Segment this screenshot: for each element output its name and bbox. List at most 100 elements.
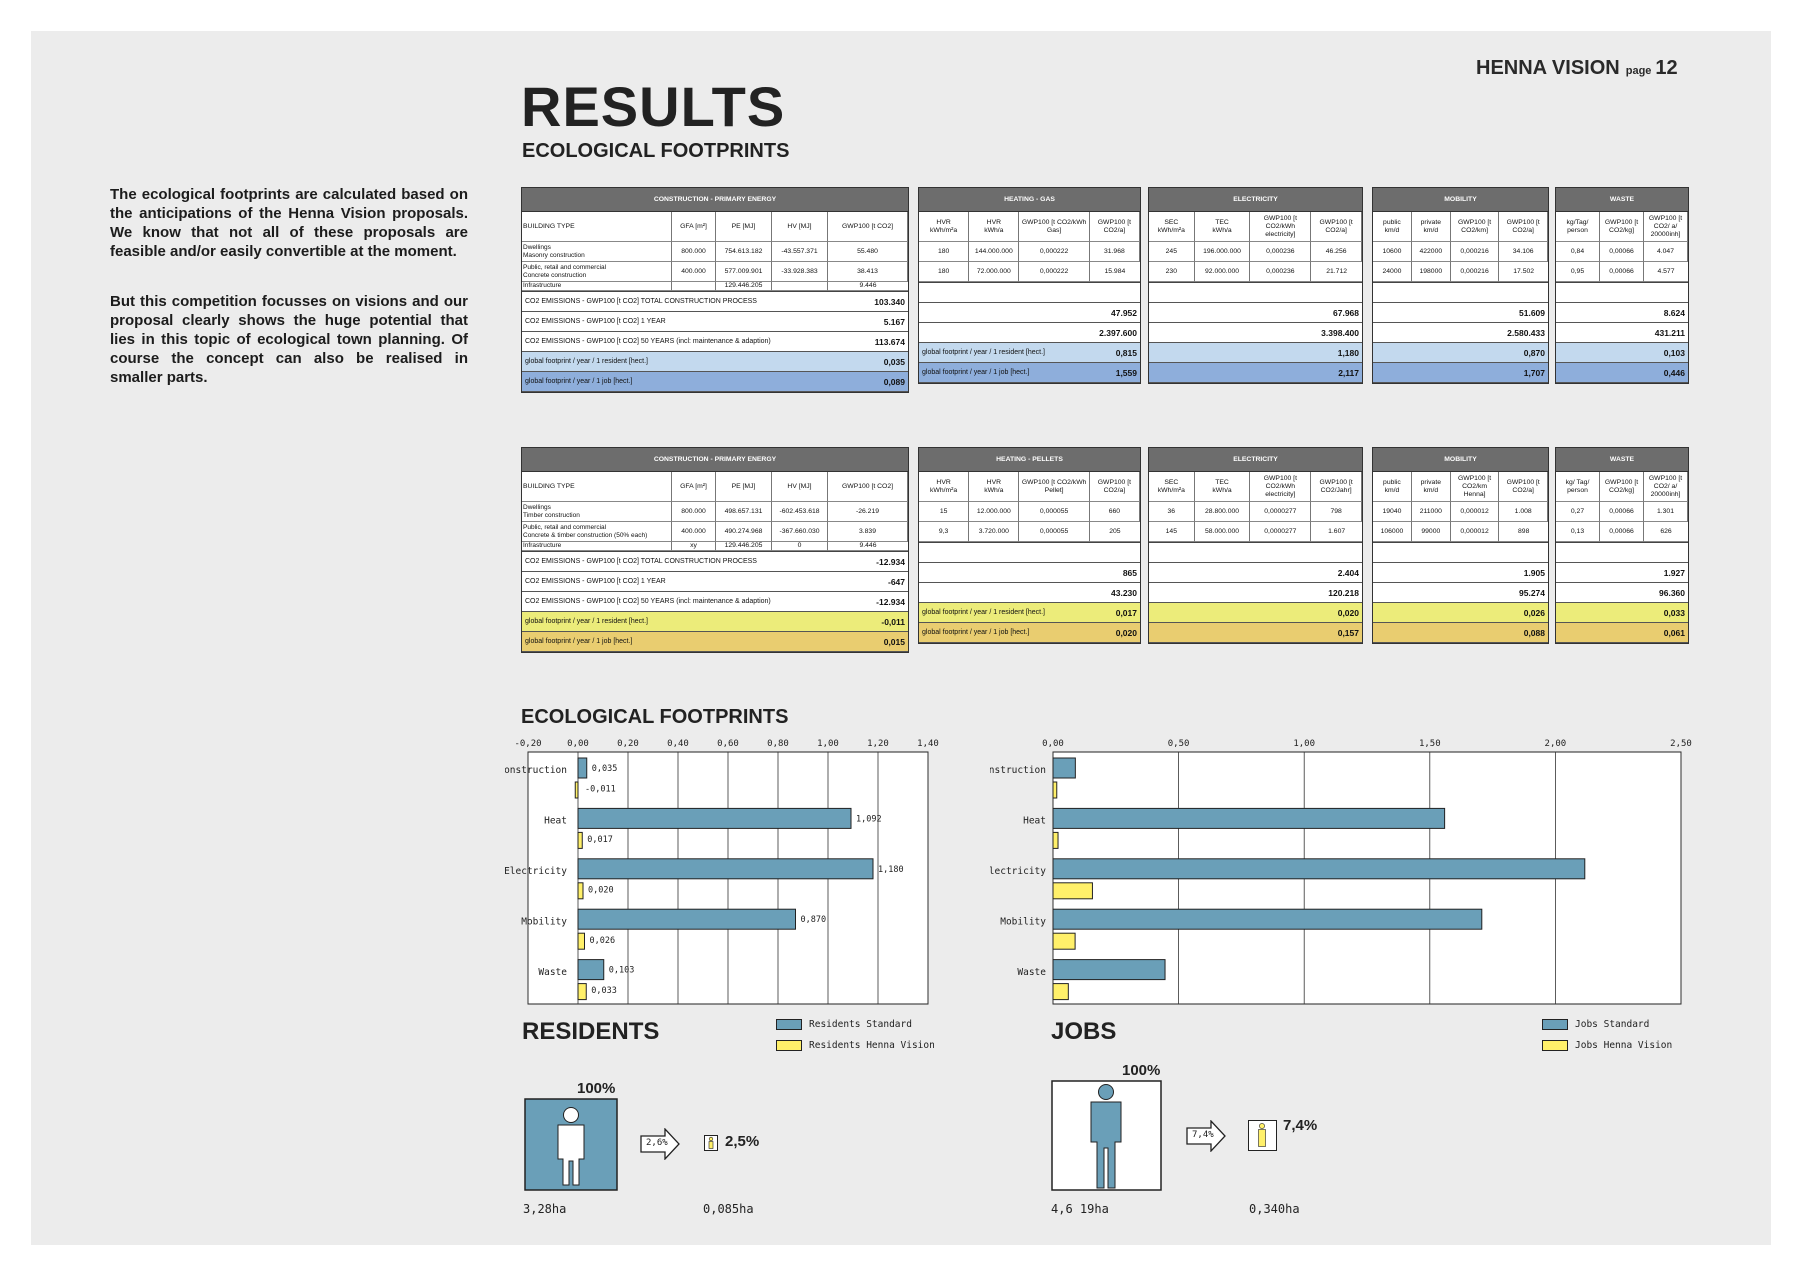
summary-value: 0,020 bbox=[1337, 607, 1359, 618]
table-cell: 28.800.000 bbox=[1194, 502, 1251, 522]
summary-value: 0,020 bbox=[1115, 627, 1137, 638]
table-cell: 245 bbox=[1149, 242, 1195, 262]
summary-row: 120.218 bbox=[1149, 583, 1362, 603]
bar-standard bbox=[1052, 807, 1446, 829]
page-label: page bbox=[1625, 65, 1652, 77]
summary-value: 0,088 bbox=[1523, 627, 1545, 638]
summary-row: 0,020 bbox=[1149, 603, 1362, 623]
table-header: ELECTRICITY bbox=[1149, 188, 1362, 212]
category-label: Electricity bbox=[505, 866, 567, 877]
summary-row: 43.230 bbox=[919, 583, 1140, 603]
summary-value: 865 bbox=[1122, 567, 1137, 578]
page-number: 12 bbox=[1655, 57, 1678, 79]
table-cell: 1.607 bbox=[1311, 522, 1362, 542]
summary-row: 0,026 bbox=[1373, 603, 1548, 623]
data-label: 1,180 bbox=[878, 865, 904, 875]
table-grid: BUILDING TYPE GFA [m²] PE [MJ] HV [MJ] GWP10… bbox=[522, 212, 908, 292]
table-cell: 0 bbox=[772, 542, 828, 551]
table-cell: 55.480 bbox=[828, 242, 908, 262]
table-cell: 0,13 bbox=[1556, 522, 1600, 542]
tick-label: 0,40 bbox=[667, 739, 689, 749]
table-cell: 660 bbox=[1089, 502, 1140, 522]
summary-value: 0,446 bbox=[1663, 367, 1685, 378]
table-mobility: MOBILITY public km/d private km/d GWP100 [t… bbox=[1372, 447, 1549, 644]
data-label: -0,011 bbox=[585, 785, 616, 795]
jobs-arrow-pct: 7,4% bbox=[1192, 1130, 1214, 1140]
table-cell: 800.000 bbox=[672, 502, 716, 522]
table-cell: 144.000.000 bbox=[969, 242, 1020, 262]
tick-label: 0,00 bbox=[1042, 739, 1064, 749]
summary-value: 1,180 bbox=[1337, 347, 1359, 358]
category-label: Mobility bbox=[1000, 916, 1046, 927]
charts-title: ECOLOGICAL FOOTPRINTS bbox=[521, 706, 789, 728]
column-header: GWP100 [t CO2/a] bbox=[1089, 472, 1140, 502]
small-person-icon bbox=[1248, 1120, 1277, 1151]
table-cell: 0,00066 bbox=[1600, 502, 1644, 522]
jobs-chart-label: JOBS bbox=[1051, 1018, 1117, 1045]
summary-row: 1.927 bbox=[1556, 563, 1688, 583]
table-cell: Infrastructure bbox=[522, 282, 672, 291]
summary-label: global footprint / year / 1 resident [he… bbox=[922, 349, 1045, 356]
data-label: 0,103 bbox=[609, 966, 635, 976]
table-cell: 129.446.205 bbox=[716, 282, 772, 291]
summary-value: 67.968 bbox=[1333, 307, 1359, 318]
column-header: PE [MJ] bbox=[716, 212, 772, 242]
bar-standard bbox=[1052, 959, 1166, 981]
legend-swatch-standard bbox=[776, 1019, 802, 1030]
table-cell: xy bbox=[672, 542, 716, 551]
blank-row bbox=[919, 283, 1140, 303]
column-header: HV [MJ] bbox=[772, 472, 828, 502]
vision-paragraph: But this competition focusses on visions… bbox=[110, 293, 468, 386]
tick-label: 0,80 bbox=[767, 739, 789, 749]
tick-label: 0,50 bbox=[1168, 739, 1190, 749]
column-header: kg/Tag/ person bbox=[1556, 212, 1600, 242]
summary-label: CO2 EMISSIONS - GWP100 [t CO2] 1 YEAR bbox=[525, 318, 666, 325]
summary-value: 0,089 bbox=[883, 376, 905, 387]
summary-label: CO2 EMISSIONS - GWP100 [t CO2] 1 YEAR bbox=[525, 578, 666, 585]
table-cell: 3.720.000 bbox=[969, 522, 1020, 542]
bar-henna bbox=[1052, 932, 1076, 950]
summary-value: 51.609 bbox=[1519, 307, 1545, 318]
column-header: GWP100 [t CO2] bbox=[828, 212, 908, 242]
table-cell: 577.009.901 bbox=[716, 262, 772, 282]
table-grid: SEC kWh/m²a TEC kWh/a GWP100 [t CO2/kWh el… bbox=[1149, 212, 1362, 283]
column-header: GWP100 [t CO2/kg] bbox=[1600, 212, 1644, 242]
bar-standard bbox=[577, 858, 874, 880]
table-mobility: MOBILITY public km/d private km/d GWP100 [t… bbox=[1372, 187, 1549, 384]
table-grid: kg/ Tag/ person GWP100 [t CO2/kg] GWP100 [… bbox=[1556, 472, 1688, 543]
summary-value: 0,035 bbox=[883, 356, 905, 367]
table-cell: 3.839 bbox=[828, 522, 908, 542]
table-cell: 230 bbox=[1149, 262, 1195, 282]
table-cell: 422000 bbox=[1411, 242, 1451, 262]
summary-value: 0,157 bbox=[1337, 627, 1359, 638]
tick-label: 2,50 bbox=[1670, 739, 1692, 749]
table-cell: 798 bbox=[1311, 502, 1362, 522]
table-cell: 129.446.205 bbox=[716, 542, 772, 551]
legend-label: Jobs Henna Vision bbox=[1575, 1040, 1673, 1051]
table-cell: 0,0000277 bbox=[1250, 502, 1312, 522]
column-header: GWP100 [t CO2/km Henna] bbox=[1450, 472, 1500, 502]
table-cell: 72.000.000 bbox=[969, 262, 1020, 282]
table-cell bbox=[772, 282, 828, 291]
bar-henna bbox=[1052, 831, 1059, 849]
table-cell: 0,00066 bbox=[1600, 522, 1644, 542]
table-cell: 46.256 bbox=[1311, 242, 1362, 262]
table-cell: 19040 bbox=[1373, 502, 1412, 522]
summary-row: 96.360 bbox=[1556, 583, 1688, 603]
table-cell: -43.557.371 bbox=[772, 242, 828, 262]
table-cell: 211000 bbox=[1411, 502, 1451, 522]
legend-item: Residents Standard bbox=[776, 1019, 912, 1030]
table-construction: CONSTRUCTION - PRIMARY ENERGY BUILDING TY… bbox=[521, 187, 909, 393]
table-cell: -367.660.030 bbox=[772, 522, 828, 542]
tick-label: 0,00 bbox=[567, 739, 589, 749]
summary-row: CO2 EMISSIONS - GWP100 [t CO2] TOTAL CON… bbox=[522, 292, 908, 312]
summary-row: 3.398.400 bbox=[1149, 323, 1362, 343]
table-cell: 36 bbox=[1149, 502, 1195, 522]
summary-row: 1.905 bbox=[1373, 563, 1548, 583]
bar-standard bbox=[1052, 858, 1586, 880]
summary-value: -0,011 bbox=[881, 616, 905, 627]
brand-name: HENNA VISION bbox=[1476, 57, 1620, 79]
column-header: private km/d bbox=[1411, 472, 1451, 502]
table-header: CONSTRUCTION - PRIMARY ENERGY bbox=[522, 188, 908, 212]
jobs-small-pct: 7,4% bbox=[1283, 1117, 1318, 1134]
